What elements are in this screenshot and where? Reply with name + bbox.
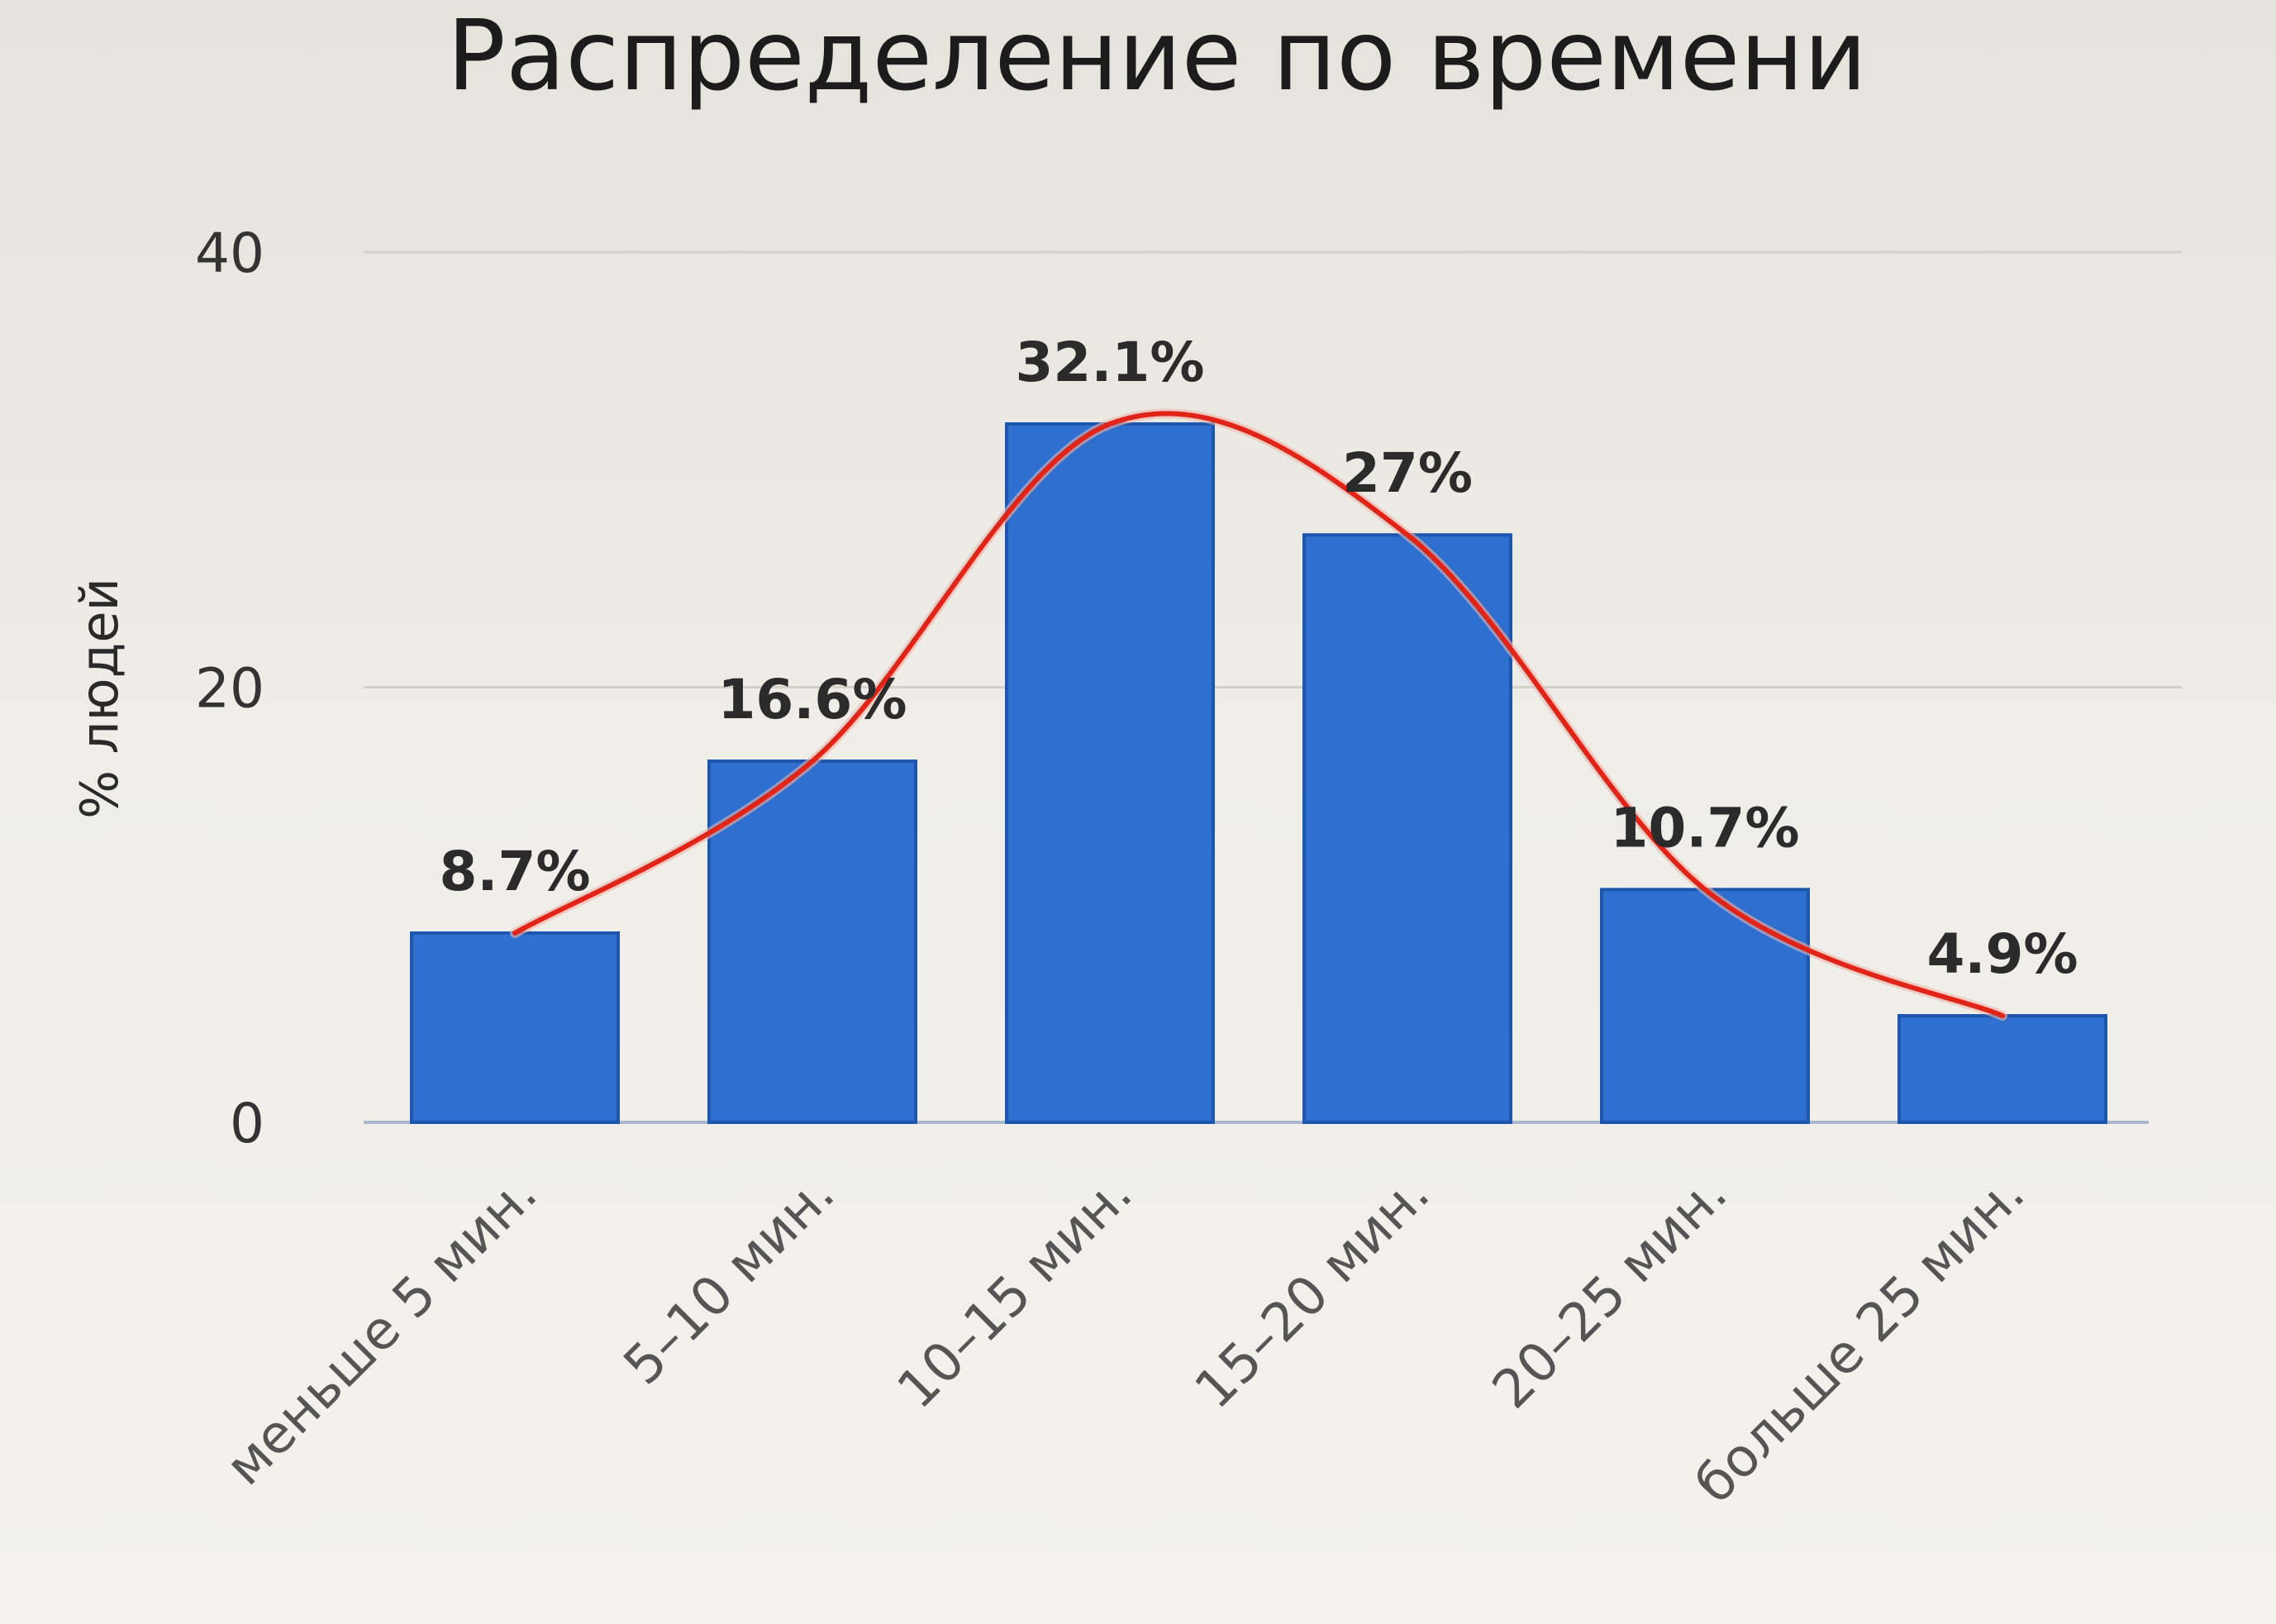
- gridlines: [364, 250, 2182, 1124]
- bar: [1005, 421, 1215, 1124]
- y-tick-label: 40: [195, 221, 264, 285]
- data-label: 27%: [1342, 441, 1473, 505]
- x-tick-label: 10–15 мин.: [886, 1163, 1144, 1421]
- data-label: 4.9%: [1926, 922, 2078, 986]
- chart-title: Распределение по времени: [447, 0, 1868, 112]
- data-label: 16.6%: [718, 668, 907, 731]
- y-axis-title: % людей: [69, 578, 130, 819]
- data-label: 8.7%: [439, 840, 590, 903]
- x-tick-label: 5–10 мин.: [612, 1163, 846, 1397]
- bar: [1600, 888, 1810, 1124]
- x-tick-label: 15–20 мин.: [1183, 1163, 1441, 1421]
- bars: [410, 421, 2107, 1125]
- bar: [1897, 1014, 2107, 1124]
- trend-line-group: [510, 408, 2007, 1022]
- trend-line: [512, 411, 2005, 1019]
- x-axis-categories: меньше 5 мин. 5–10 мин. 10–15 мин. 15–20 ми…: [214, 1163, 2036, 1516]
- data-label: 10.7%: [1611, 796, 1800, 860]
- y-tick-label: 0: [230, 1092, 264, 1155]
- x-tick-label: больше 25 мин.: [1684, 1163, 2037, 1516]
- data-labels: 8.7% 16.6% 32.1% 27% 10.7% 4.9%: [439, 331, 2078, 986]
- y-axis-ticks: 0 20 40: [195, 221, 264, 1155]
- x-tick-label: меньше 5 мин.: [214, 1163, 549, 1498]
- data-label: 32.1%: [1016, 331, 1205, 394]
- bar: [707, 760, 917, 1124]
- y-tick-label: 20: [195, 657, 264, 721]
- x-tick-label: 20–25 мин.: [1481, 1163, 1739, 1421]
- bar: [1302, 533, 1512, 1124]
- bar: [410, 931, 620, 1125]
